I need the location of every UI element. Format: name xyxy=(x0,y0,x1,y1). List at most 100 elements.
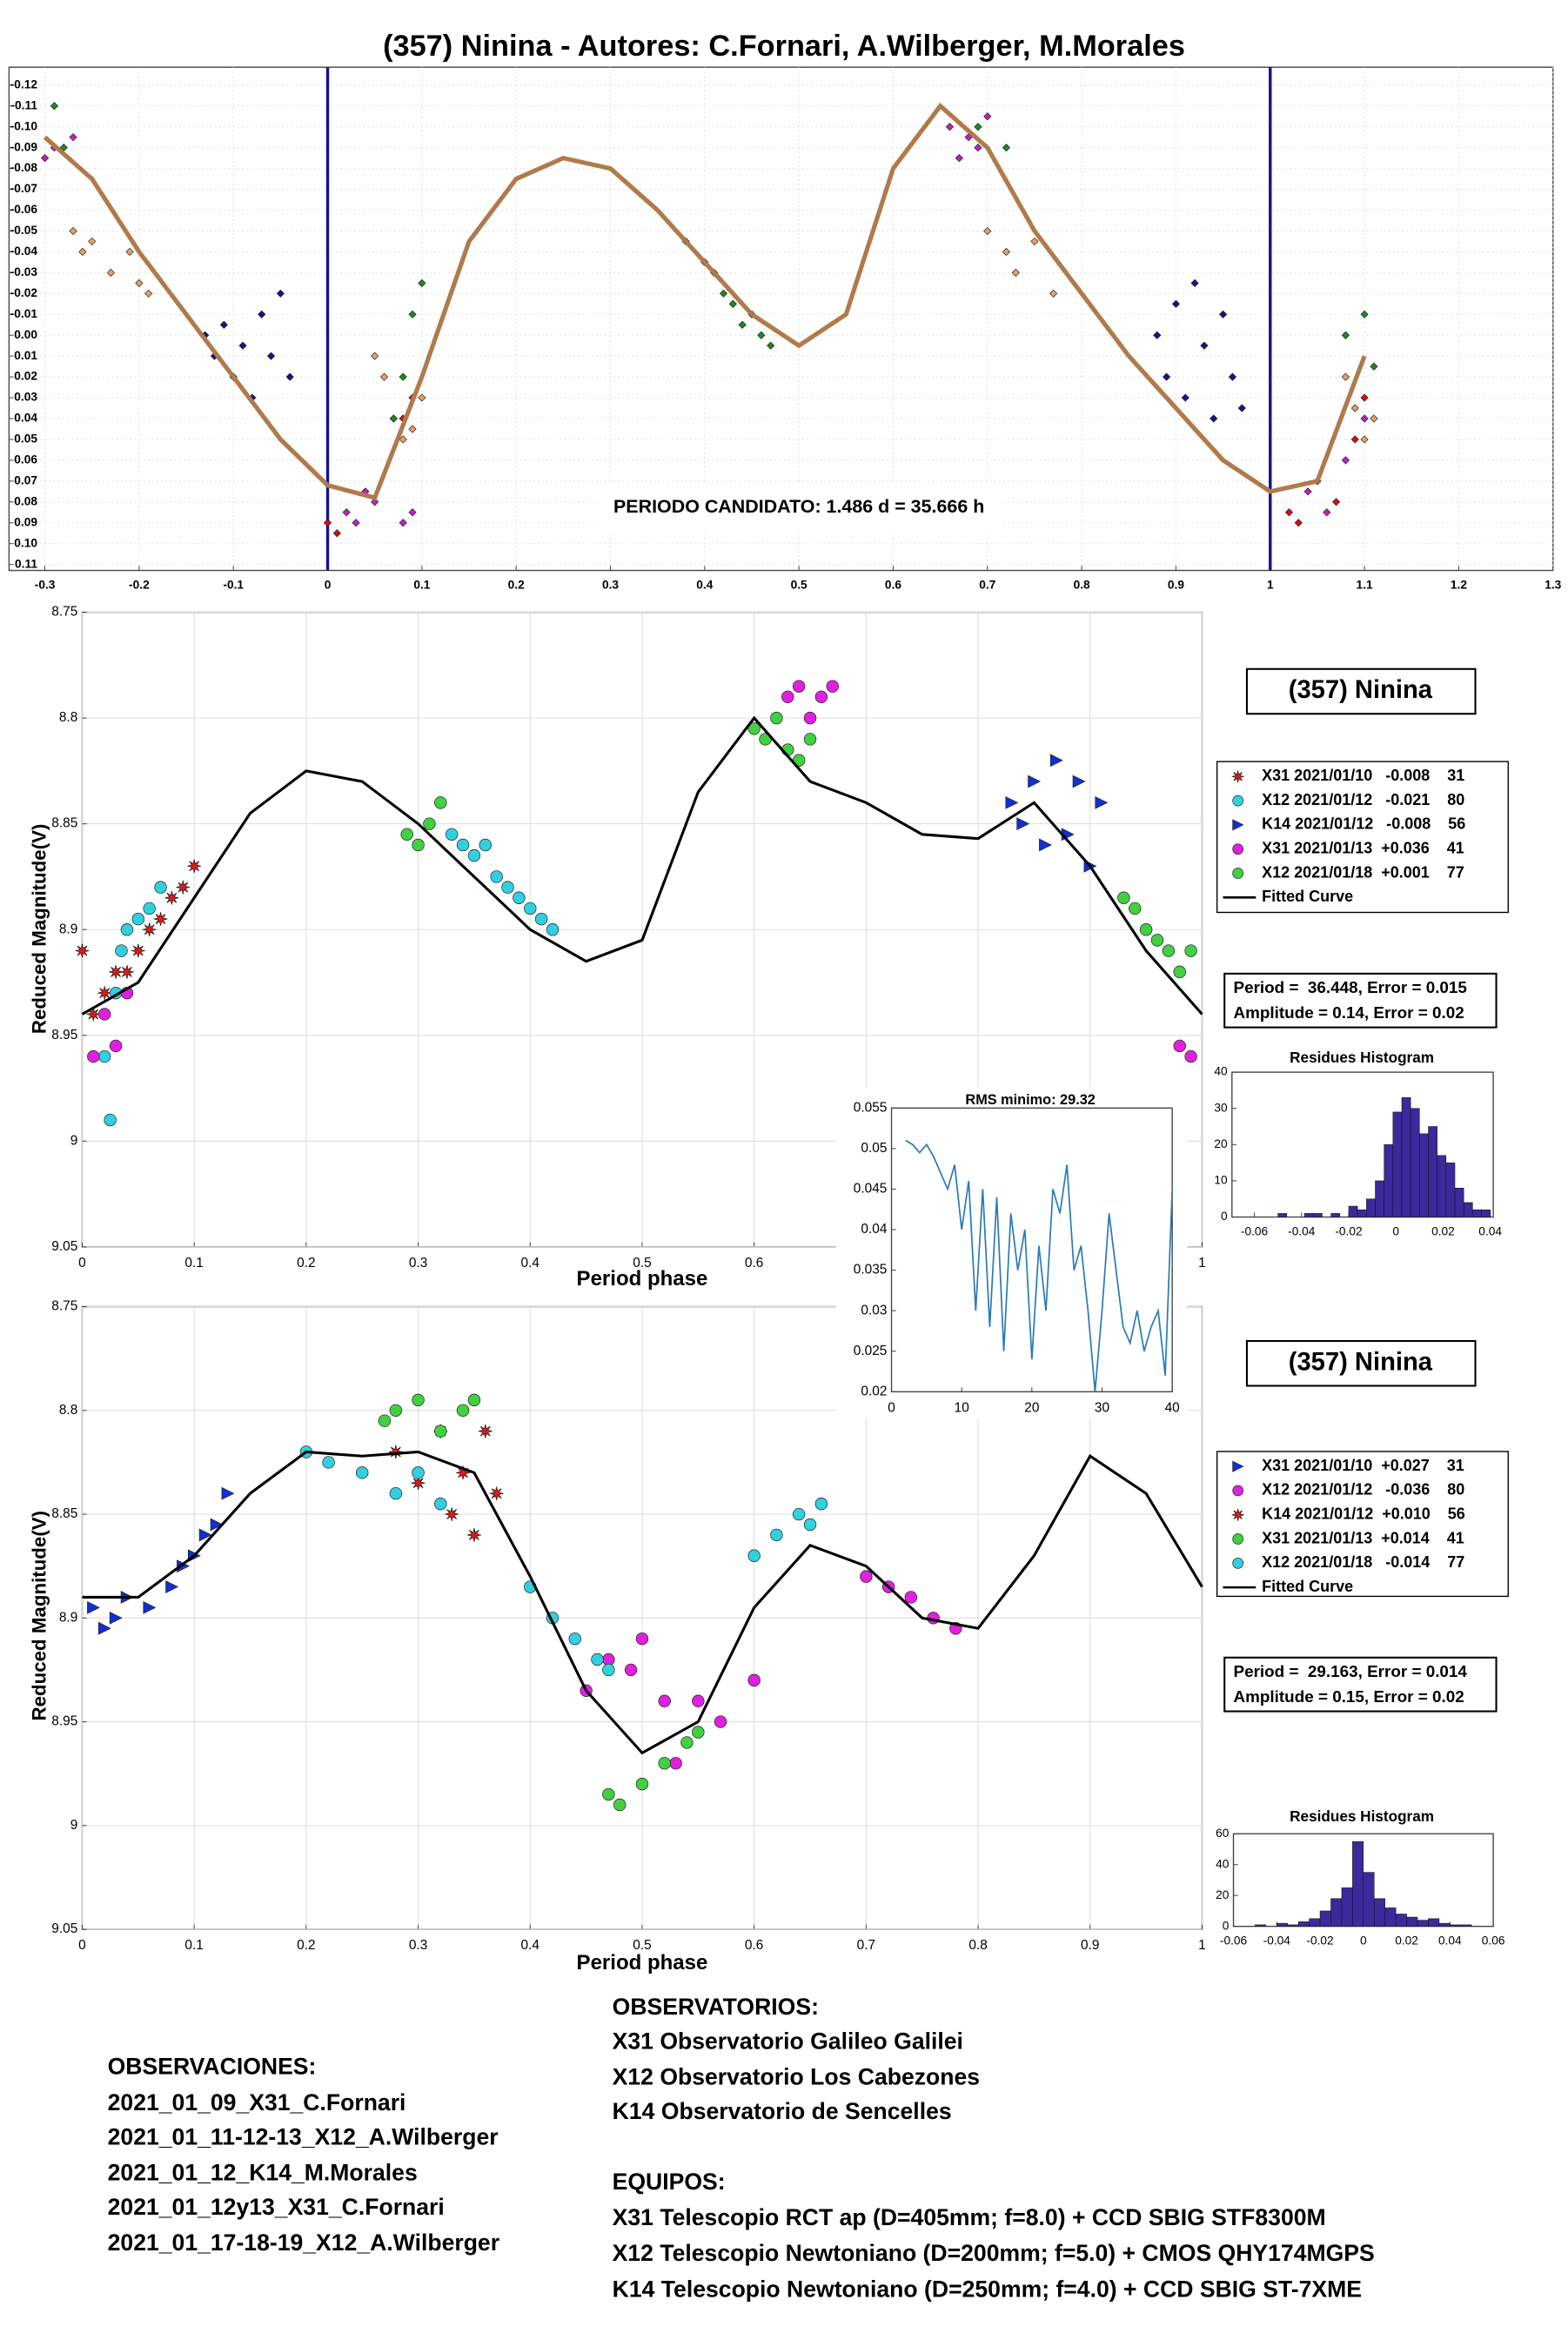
x-tick-label: 0.6 xyxy=(885,578,901,591)
marker xyxy=(120,923,134,936)
chart-title: RMS minimo: 29.32 xyxy=(965,1092,1095,1108)
marker xyxy=(143,1600,157,1614)
x-tick-label: -0.06 xyxy=(1241,1224,1269,1237)
marker xyxy=(78,247,87,257)
histogram-bar xyxy=(1454,1188,1464,1217)
marker xyxy=(692,1726,705,1739)
y-tick-label: 9.05 xyxy=(51,1921,77,1936)
y-tick-label: 8.9 xyxy=(59,1610,77,1625)
x-tick-label: -0.04 xyxy=(1288,1224,1316,1237)
y-tick-label: -0.03 xyxy=(10,265,38,278)
histogram-bar xyxy=(1401,1096,1411,1217)
marker xyxy=(88,237,97,246)
marker xyxy=(356,1466,369,1479)
marker xyxy=(945,123,955,131)
marker xyxy=(176,880,191,895)
chart-scatter: -0.3 -0.2 -0.1 0 0.1 0.2 0.3 0.4 0.5 0.6 0.7 0.8 0.9… xyxy=(8,30,1562,591)
y-tick-label: 0.045 xyxy=(854,1182,888,1197)
marker xyxy=(1049,289,1058,298)
x-tick-label: 0.5 xyxy=(633,1938,651,1953)
marker xyxy=(781,690,794,704)
x-tick-label: -0.04 xyxy=(1263,1934,1291,1947)
x-tick-label: 1.3 xyxy=(1545,578,1561,591)
marker xyxy=(467,1393,481,1407)
y-tick-label: 20 xyxy=(1214,1137,1228,1150)
y-tick-label: 8.9 xyxy=(59,922,77,936)
marker xyxy=(467,848,481,862)
marker xyxy=(770,1528,783,1542)
marker xyxy=(142,922,157,937)
notes-heading: EQUIPOS: xyxy=(613,2169,726,2195)
marker xyxy=(1173,1039,1186,1053)
y-tick-label: -0.02 xyxy=(10,286,38,299)
marker xyxy=(412,838,425,852)
x-tick-label: 0.1 xyxy=(184,1256,203,1271)
chart-histogram: -0.06 -0.04 -0.02 0 0.02 0.04 0 10 20 30 40 Residue… xyxy=(1214,1049,1502,1237)
marker xyxy=(399,519,407,527)
notes-line: 2021_01_11-12-13_X12_A.Wilberger xyxy=(108,2123,499,2149)
y-tick-label: 40 xyxy=(1216,1857,1230,1870)
y-tick-label: 0.02 xyxy=(14,370,37,383)
marker xyxy=(860,1570,873,1583)
marker xyxy=(285,372,294,381)
chart-title: Residues Histogram xyxy=(1290,1807,1434,1825)
x-tick-label: 0.1 xyxy=(413,578,430,591)
x-tick-label: 10 xyxy=(955,1400,969,1415)
marker xyxy=(1016,817,1030,831)
y-tick-label: -0.01 xyxy=(10,307,38,320)
histogram-bar xyxy=(1309,1918,1321,1927)
marker xyxy=(1163,372,1171,381)
marker xyxy=(728,299,737,308)
marker xyxy=(658,1757,671,1770)
annotation: Period = 36.448, Error = 0.015 xyxy=(1234,978,1467,996)
histogram-bar xyxy=(1392,1111,1403,1217)
marker xyxy=(1011,268,1020,277)
marker xyxy=(352,519,360,527)
histogram-bar xyxy=(1395,1914,1407,1927)
x-tick-label: 0.4 xyxy=(521,1256,540,1271)
marker xyxy=(904,1591,918,1604)
marker xyxy=(1341,331,1350,339)
marker xyxy=(115,944,128,957)
histogram-bar xyxy=(1277,1213,1288,1217)
legend-label: X12 2021/01/18 +0.001 77 xyxy=(1262,863,1464,881)
x-tick-label: 0 xyxy=(78,1256,86,1271)
marker xyxy=(109,964,124,979)
histogram-bar xyxy=(1303,1213,1314,1217)
marker xyxy=(738,320,747,329)
marker xyxy=(1173,965,1186,979)
marker xyxy=(98,1049,111,1063)
marker xyxy=(1360,435,1369,444)
x-tick-label: 0.1 xyxy=(184,1938,203,1953)
annotation-box xyxy=(596,483,1002,533)
y-tick-label: 30 xyxy=(1214,1101,1228,1114)
x-tick-label: 0 xyxy=(888,1400,895,1415)
line-series xyxy=(905,1139,1174,1392)
marker xyxy=(1360,310,1369,318)
histogram-bar xyxy=(1277,1922,1288,1927)
marker xyxy=(1184,944,1197,957)
marker xyxy=(1049,754,1063,768)
y-tick-label: 9.05 xyxy=(51,1239,77,1254)
marker xyxy=(97,986,112,1001)
marker xyxy=(119,964,134,979)
x-tick-label: -0.06 xyxy=(1220,1934,1248,1947)
x-tick-label: -0.02 xyxy=(1306,1934,1333,1947)
marker xyxy=(109,1611,123,1625)
histogram-bar xyxy=(1313,1213,1323,1217)
marker xyxy=(490,870,503,883)
marker xyxy=(131,943,145,958)
marker xyxy=(143,902,156,915)
marker xyxy=(219,320,228,329)
x-tick-label: 0.7 xyxy=(857,1938,875,1953)
line-series xyxy=(43,102,1367,501)
marker xyxy=(408,508,417,517)
x-tick-label: 0.04 xyxy=(1478,1224,1502,1237)
histogram-bar xyxy=(1417,1920,1429,1927)
marker xyxy=(1171,299,1181,308)
marker xyxy=(1360,414,1369,423)
marker xyxy=(109,1039,123,1053)
histogram-bar xyxy=(1410,1108,1420,1217)
x-tick-label: 0.4 xyxy=(521,1938,540,1953)
marker xyxy=(187,859,202,874)
